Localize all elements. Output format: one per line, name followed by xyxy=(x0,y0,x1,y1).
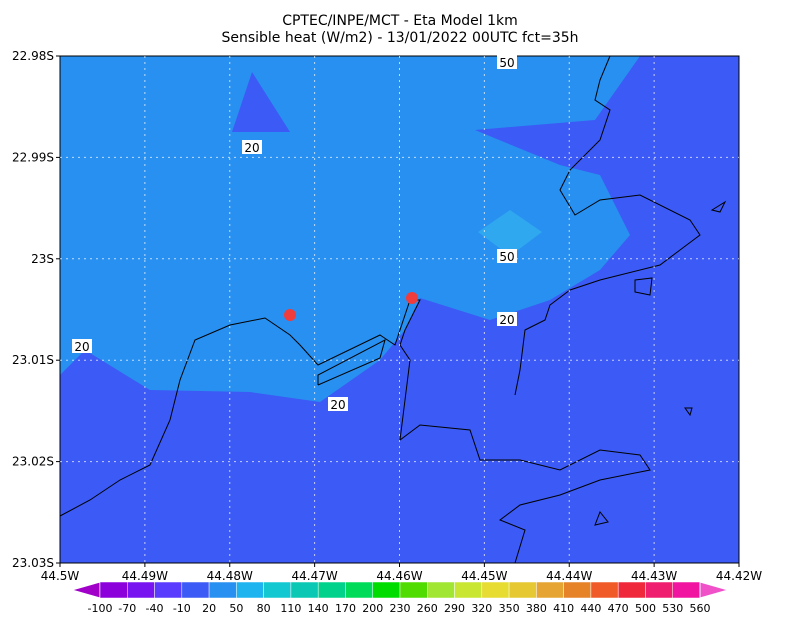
colorbar-cell xyxy=(427,581,455,599)
colorbar-label: 500 xyxy=(635,602,656,615)
colorbar-label: 230 xyxy=(390,602,411,615)
colorbar-label: 110 xyxy=(280,602,301,615)
x-tick-label: 44.5W xyxy=(41,569,80,583)
contour-label: 20 xyxy=(330,398,345,412)
x-tick-label: 44.47W xyxy=(292,569,338,583)
colorbar-cell xyxy=(399,581,428,599)
field-low-patch xyxy=(232,72,290,132)
subtitle: Sensible heat (W/m2) - 13/01/2022 00UTC … xyxy=(221,30,578,46)
colorbar-cell xyxy=(127,581,155,599)
colorbar-label: 140 xyxy=(308,602,329,615)
x-tick-label: 44.45W xyxy=(461,569,507,583)
colorbar-label: -40 xyxy=(146,602,164,615)
y-tick-label: 23.03S xyxy=(12,556,54,570)
colorbar-label: 440 xyxy=(580,602,601,615)
colorbar-label: 80 xyxy=(257,602,271,615)
colorbar-arrow xyxy=(699,581,730,599)
colorbar-cell xyxy=(617,581,646,599)
colorbar-cell xyxy=(99,581,128,599)
colorbar-label: 20 xyxy=(202,602,216,615)
colorbar-label: 560 xyxy=(690,602,711,615)
x-tick-label: 44.44W xyxy=(546,569,592,583)
colorbar-label: 50 xyxy=(229,602,243,615)
x-tick-label: 44.46W xyxy=(376,569,422,583)
contour-label-box xyxy=(242,140,262,154)
colorbar-label: 530 xyxy=(662,602,683,615)
colorbar: -100 -70 -40 -10 20 50 80 110 140 170 200 230 260 290… xyxy=(70,581,730,615)
colorbar-cell xyxy=(208,581,237,599)
colorbar-cell xyxy=(481,581,510,599)
x-tick-label: 44.49W xyxy=(122,569,168,583)
y-tick-label: 22.99S xyxy=(12,150,54,164)
contour-label-box xyxy=(497,55,517,69)
y-tick-label: 23.02S xyxy=(12,455,54,469)
colorbar-cell xyxy=(536,581,564,599)
contour-label: 50 xyxy=(499,250,514,264)
colorbar-label: 290 xyxy=(444,602,465,615)
colorbar-arrow xyxy=(70,581,101,599)
colorbar-cell xyxy=(154,581,183,599)
contour-label-box xyxy=(328,397,348,411)
colorbar-label: 200 xyxy=(362,602,383,615)
x-tick-label: 44.42W xyxy=(716,569,762,583)
colorbar-cell xyxy=(345,581,373,599)
contour-label: 20 xyxy=(244,141,259,155)
colorbar-cell xyxy=(672,581,701,599)
colorbar-label: 410 xyxy=(553,602,574,615)
colorbar-label: 470 xyxy=(608,602,629,615)
contour-label-box xyxy=(72,339,92,353)
colorbar-label: -10 xyxy=(173,602,191,615)
colorbar-label: 260 xyxy=(417,602,438,615)
colorbar-label: 350 xyxy=(499,602,520,615)
contour-label: 50 xyxy=(499,56,514,70)
contour-label-box xyxy=(497,312,517,326)
contour-label-box xyxy=(497,249,517,263)
colorbar-cell xyxy=(508,581,537,599)
station-marker xyxy=(406,292,418,304)
colorbar-cell xyxy=(590,581,619,599)
colorbar-cell xyxy=(290,581,319,599)
colorbar-cell xyxy=(563,581,592,599)
colorbar-cell xyxy=(317,581,346,599)
field-patch xyxy=(478,210,542,256)
colorbar-label: 170 xyxy=(335,602,356,615)
y-tick-label: 22.98S xyxy=(12,49,54,63)
station-marker xyxy=(284,309,296,321)
contour-label: 20 xyxy=(74,340,89,354)
x-tick-label: 44.48W xyxy=(207,569,253,583)
colorbar-cell xyxy=(454,581,483,599)
x-tick-label: 44.43W xyxy=(631,569,677,583)
contour-label: 20 xyxy=(499,313,514,327)
colorbar-label: 320 xyxy=(471,602,492,615)
y-tick-label: 23.01S xyxy=(12,353,54,367)
colorbar-label: 380 xyxy=(526,602,547,615)
colorbar-cell xyxy=(263,581,292,599)
field-high xyxy=(60,56,640,402)
colorbar-label: -70 xyxy=(118,602,136,615)
title: CPTEC/INPE/MCT - Eta Model 1km xyxy=(282,13,518,29)
y-tick-label: 23S xyxy=(31,252,54,266)
colorbar-label: -100 xyxy=(88,602,113,615)
colorbar-cell xyxy=(645,581,673,599)
colorbar-cell xyxy=(372,581,401,599)
colorbar-cell xyxy=(236,581,264,599)
colorbar-cell xyxy=(181,581,210,599)
